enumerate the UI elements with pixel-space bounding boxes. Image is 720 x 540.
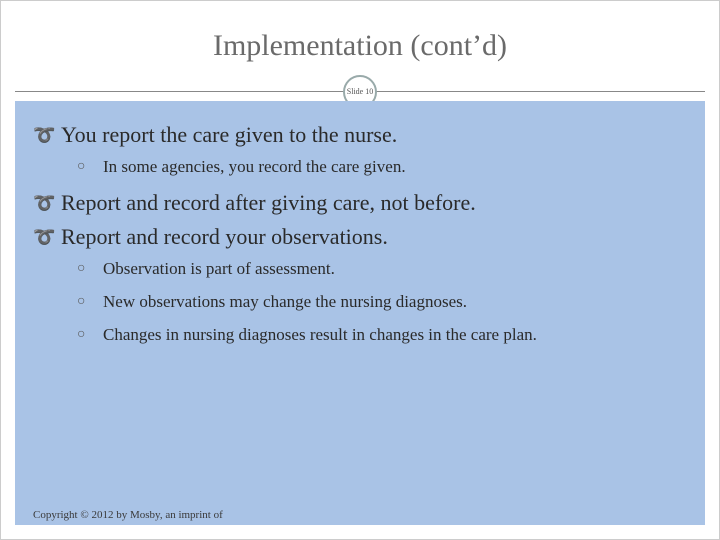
copyright-text: Copyright © 2012 by Mosby, an imprint of: [33, 509, 223, 521]
bullet-item: ➰ You report the care given to the nurse…: [33, 121, 687, 150]
content-area: ➰ You report the care given to the nurse…: [15, 101, 705, 525]
bullet-item: ➰ Report and record your observations.: [33, 223, 687, 252]
sub-bullet-text: Changes in nursing diagnoses result in c…: [103, 324, 537, 347]
bullet-item: ➰ Report and record after giving care, n…: [33, 189, 687, 218]
bullet-text: You report the care given to the nurse.: [61, 121, 397, 150]
bullet-text: Report and record your observations.: [61, 223, 388, 252]
sub-bullet-item: ○ Changes in nursing diagnoses result in…: [77, 324, 687, 347]
slide-title: Implementation (cont’d): [1, 1, 719, 73]
sub-bullet-text: New observations may change the nursing …: [103, 291, 467, 314]
sub-bullet-item: ○ In some agencies, you record the care …: [77, 156, 687, 179]
sub-bullet-text: In some agencies, you record the care gi…: [103, 156, 406, 179]
circle-bullet-icon: ○: [77, 291, 103, 310]
sub-bullet-item: ○ New observations may change the nursin…: [77, 291, 687, 314]
sub-bullet-item: ○ Observation is part of assessment.: [77, 258, 687, 281]
curl-bullet-icon: ➰: [33, 121, 61, 146]
curl-bullet-icon: ➰: [33, 223, 61, 248]
circle-bullet-icon: ○: [77, 156, 103, 175]
sub-bullet-text: Observation is part of assessment.: [103, 258, 335, 281]
bullet-text: Report and record after giving care, not…: [61, 189, 476, 218]
circle-bullet-icon: ○: [77, 258, 103, 277]
curl-bullet-icon: ➰: [33, 189, 61, 214]
circle-bullet-icon: ○: [77, 324, 103, 343]
